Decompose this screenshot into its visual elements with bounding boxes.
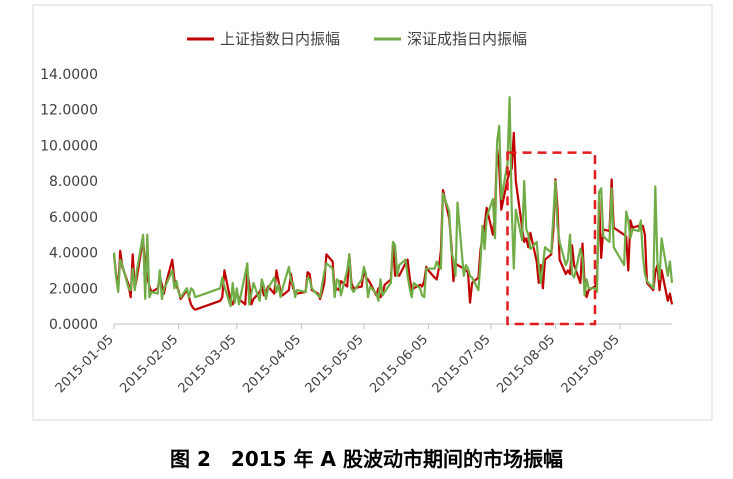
highlight-box xyxy=(506,151,597,326)
y-tick-label: 0.0000 xyxy=(49,317,98,333)
chart-frame: 上证指数日内振幅 深证成指日内振幅 0.0000 2.0000 4.0000 6.00… xyxy=(32,4,713,421)
series-line-1 xyxy=(112,96,674,308)
legend-label-sse: 上证指数日内振幅 xyxy=(220,30,340,48)
legend-label-szse: 深证成指日内振幅 xyxy=(407,30,527,48)
y-tick-label: 14.0000 xyxy=(40,67,98,83)
series-line-0 xyxy=(112,131,674,311)
y-tick-label: 2.0000 xyxy=(49,281,98,297)
y-tick-label: 6.0000 xyxy=(49,210,98,226)
y-tick-label: 8.0000 xyxy=(49,174,98,190)
chart-legend: 上证指数日内振幅 深证成指日内振幅 xyxy=(187,30,527,48)
y-tick-label: 12.0000 xyxy=(40,103,98,119)
figure-caption: 图 2 2015 年 A 股波动市期间的市场振幅 xyxy=(170,447,563,471)
y-axis: 0.0000 2.0000 4.0000 6.0000 8.0000 10.0000 12.… xyxy=(40,67,98,333)
highlight-layer xyxy=(506,151,597,326)
y-tick-label: 4.0000 xyxy=(49,246,98,262)
y-tick-label: 10.0000 xyxy=(40,138,98,154)
series-layer xyxy=(112,96,674,311)
